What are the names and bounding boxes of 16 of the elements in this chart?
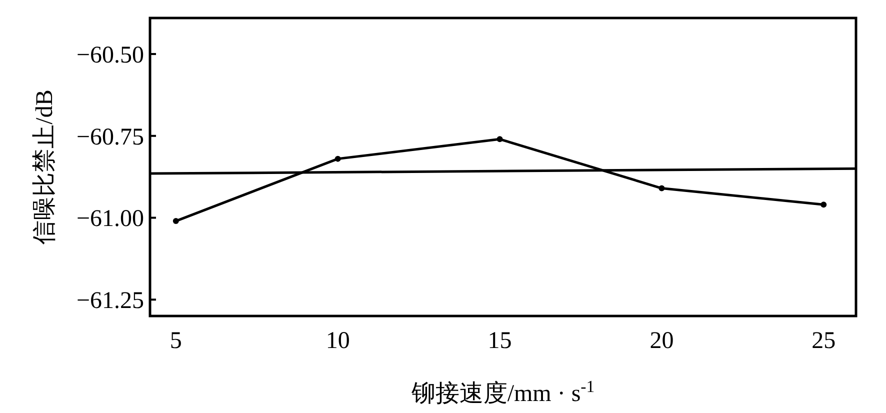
y-tick-label: −61.00 [76,206,144,232]
y-tick-label: −60.75 [76,124,144,150]
x-axis-title: 铆接速度/mm · s$^{-1}$ [410,376,595,407]
x-tick-label: 20 [650,328,674,354]
point [172,218,179,224]
x-tick-label: 15 [488,328,512,354]
y-tick-label: −60.50 [76,42,144,68]
y-axis-title: 信噪比禁止/dB [32,90,58,244]
point [820,202,827,208]
point [496,136,503,142]
y-tick-label: −61.25 [76,288,144,314]
x-tick-label: 10 [326,328,350,354]
point [658,185,665,192]
point [334,156,341,162]
x-tick-label: 25 [812,328,836,354]
x-tick-label: 5 [170,328,182,354]
